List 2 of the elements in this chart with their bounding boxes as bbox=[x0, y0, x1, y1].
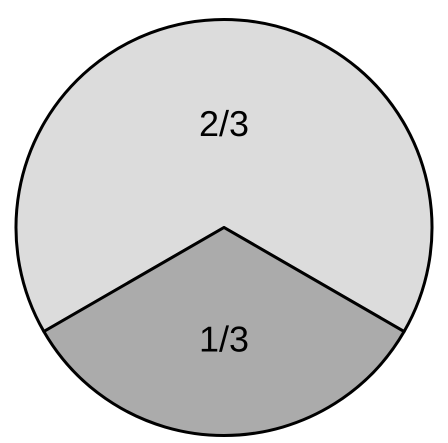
data-label: 2/3 bbox=[198, 103, 250, 144]
data-label: 1/3 bbox=[198, 318, 250, 360]
